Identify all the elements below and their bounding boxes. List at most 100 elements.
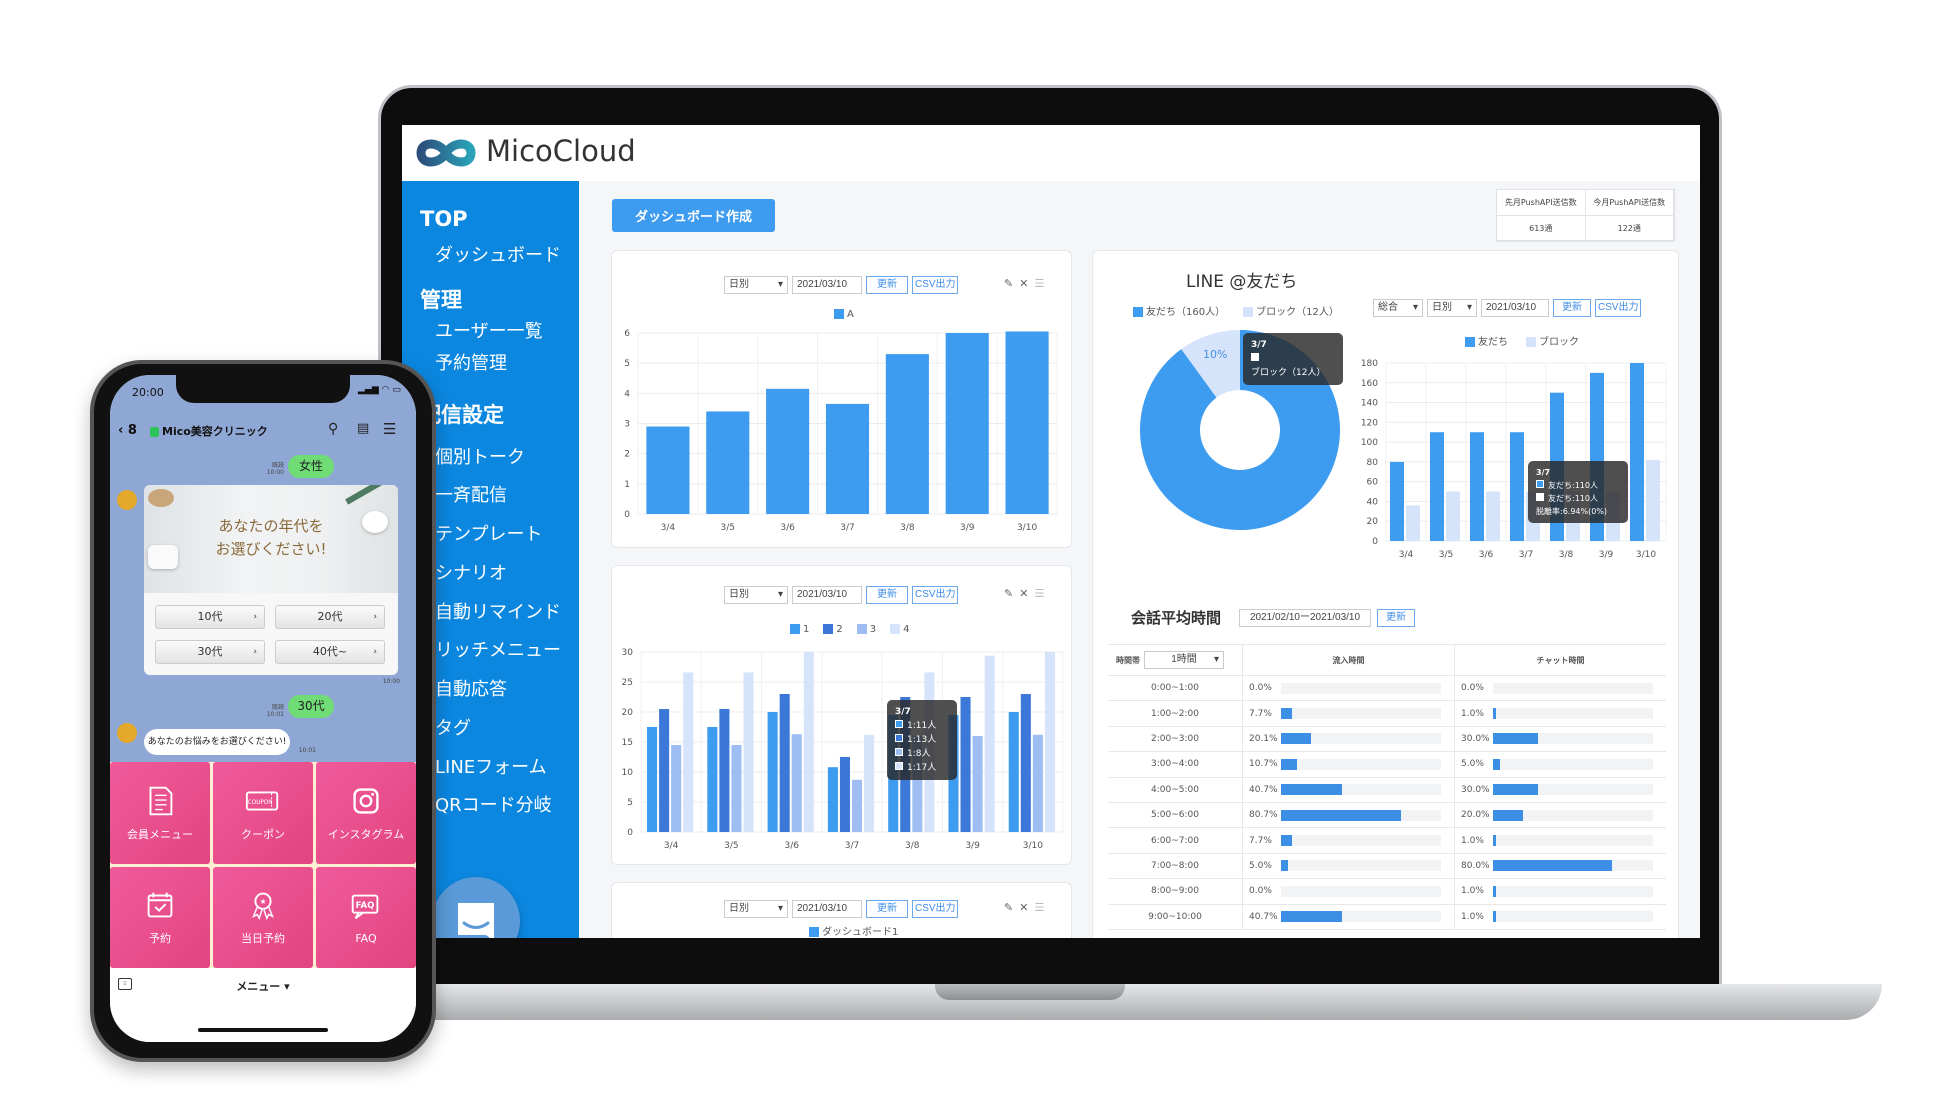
chat-bar-track (1493, 809, 1653, 821)
period-select[interactable]: 日別 (724, 276, 788, 294)
bottom-bar: ⁝⁝ メニュー ▾ (110, 968, 416, 1042)
app-header: MicoCloud (402, 125, 1700, 181)
period-select[interactable]: 日別 (724, 900, 788, 918)
sidebar-item-users[interactable]: ユーザー一覧 (435, 321, 543, 342)
rich-menu-item[interactable]: 会員メニュー (110, 762, 210, 864)
rich-menu-item[interactable]: インスタグラム (316, 762, 416, 864)
edit-icon[interactable]: ✎ (1004, 901, 1020, 914)
edit-icon[interactable]: ✎ (1004, 587, 1020, 600)
sidebar-item[interactable]: シナリオ (435, 563, 507, 584)
csv-export-button[interactable]: CSV出力 (912, 900, 958, 918)
sidebar-item[interactable]: テンプレート (435, 524, 543, 545)
update-button[interactable]: 更新 (1377, 609, 1415, 627)
keyboard-icon[interactable]: ⁝⁝ (118, 978, 132, 990)
chat-support-button[interactable] (432, 877, 520, 938)
csv-export-button[interactable]: CSV出力 (912, 276, 958, 294)
csv-export-button[interactable]: CSV出力 (912, 586, 958, 604)
x-tick-label: 3/7 (845, 841, 859, 851)
rich-menu-item[interactable]: ★ 当日予約 (213, 866, 313, 968)
aggregate-select[interactable]: 総合 (1373, 299, 1423, 317)
drag-handle-icon[interactable]: ☰ (1034, 277, 1051, 290)
phone-notch (176, 375, 350, 403)
date-input[interactable]: 2021/03/10 (1481, 299, 1549, 317)
chat-bar (1493, 911, 1496, 923)
x-tick-label: 3/4 (664, 841, 679, 851)
close-icon[interactable]: ✕ (1019, 277, 1035, 290)
age-option-20s[interactable]: 20代 › (275, 605, 385, 629)
age-option-40s[interactable]: 40代~ › (275, 640, 385, 664)
age-option-10s[interactable]: 10代 › (155, 605, 265, 629)
y-tick-label: 25 (622, 678, 633, 688)
sidebar-item[interactable]: QRコード分岐 (435, 795, 552, 816)
sidebar-item-reservations[interactable]: 予約管理 (435, 353, 507, 374)
inflow-percent: 20.1% (1249, 733, 1278, 744)
date-input[interactable]: 2021/03/10 (792, 586, 862, 604)
legend-item: 友だち (1465, 333, 1508, 348)
sidebar-item[interactable]: LINEフォーム (435, 757, 547, 778)
inflow-percent: 40.7% (1249, 784, 1278, 795)
time-slot: 4:00~5:00 (1151, 784, 1199, 795)
bar (707, 727, 718, 832)
period-select[interactable]: 日別 (1427, 299, 1477, 317)
rich-menu-item[interactable]: 予約 (110, 866, 210, 968)
chat-percent: 5.0% (1461, 759, 1484, 770)
hour-unit-select[interactable]: 1時間 (1144, 651, 1224, 669)
period-select[interactable]: 日別 (724, 586, 788, 604)
legend-item: 1 (790, 624, 809, 635)
sidebar-item[interactable]: 一斉配信 (435, 485, 507, 506)
close-icon[interactable]: ✕ (1019, 587, 1035, 600)
drag-handle-icon[interactable]: ☰ (1034, 901, 1051, 914)
chat-cell: 20.0% (1454, 802, 1666, 828)
table-row: 9:00~10:00 40.7% 1.0% (1108, 904, 1666, 930)
chat-cell: 1.0% (1454, 904, 1666, 929)
table-row: 5:00~6:00 80.7% 20.0% (1108, 802, 1666, 829)
menu-icon[interactable]: ☰ (383, 420, 397, 438)
back-button[interactable]: ‹ 8 (118, 423, 137, 438)
y-tick-label: 100 (1361, 438, 1378, 448)
legend-item: 4 (890, 624, 910, 635)
close-icon[interactable]: ✕ (1019, 901, 1035, 914)
legend-label: 友だち (1478, 337, 1508, 348)
table-row: 2:00~3:00 20.1% 30.0% (1108, 726, 1666, 753)
age-option-30s[interactable]: 30代 › (155, 640, 265, 664)
menu-toggle[interactable]: メニュー ▾ (236, 980, 290, 993)
bar (972, 736, 983, 832)
update-button[interactable]: 更新 (866, 900, 908, 918)
sidebar-item[interactable]: 個別トーク (435, 447, 525, 468)
inflow-percent: 10.7% (1249, 759, 1278, 770)
sidebar-item[interactable]: 自動リマインド (435, 602, 561, 623)
legend-label: 友だち（160人） (1146, 307, 1226, 318)
search-icon[interactable]: ⚲ (328, 421, 339, 437)
read-label: 既読 (271, 704, 284, 711)
edit-icon[interactable]: ✎ (1004, 277, 1020, 290)
rich-menu-item[interactable]: COUPON クーポン (213, 762, 313, 864)
sidebar-item[interactable]: リッチメニュー (435, 640, 561, 661)
tooltip-note: 脱離率:6.94%(0%) (1536, 507, 1608, 516)
legend-swatch (823, 624, 834, 634)
status-time: 20:00 (132, 386, 164, 399)
inflow-bar-track (1281, 708, 1441, 720)
inflow-bar-track (1281, 784, 1441, 796)
inflow-bar-track (1281, 911, 1441, 923)
inflow-percent: 5.0% (1249, 860, 1272, 871)
sidebar-heading-top[interactable]: TOP (420, 207, 468, 231)
inflow-bar (1281, 784, 1342, 796)
push-this-month-label: 今月PushAPI送信数 (1585, 190, 1674, 216)
sidebar-item-dashboard[interactable]: ダッシュボード (435, 245, 561, 266)
inflow-percent: 40.7% (1249, 911, 1278, 922)
drag-handle-icon[interactable]: ☰ (1034, 587, 1051, 600)
update-button[interactable]: 更新 (866, 586, 908, 604)
create-dashboard-button[interactable]: ダッシュボード作成 (612, 199, 775, 232)
sidebar-item[interactable]: タグ (435, 718, 471, 739)
csv-export-button[interactable]: CSV出力 (1595, 299, 1641, 317)
date-input[interactable]: 2021/03/10 (792, 900, 862, 918)
rich-menu-item[interactable]: FAQ FAQ (316, 866, 416, 968)
inflow-bar-track (1281, 885, 1441, 897)
notes-icon[interactable]: ▤ (357, 421, 370, 436)
sidebar-item[interactable]: 自動応答 (435, 679, 507, 700)
date-input[interactable]: 2021/03/10 (792, 276, 862, 294)
update-button[interactable]: 更新 (866, 276, 908, 294)
update-button[interactable]: 更新 (1553, 299, 1591, 317)
bar (852, 779, 863, 832)
date-range-input[interactable]: 2021/02/10ー2021/03/10 (1239, 609, 1371, 627)
